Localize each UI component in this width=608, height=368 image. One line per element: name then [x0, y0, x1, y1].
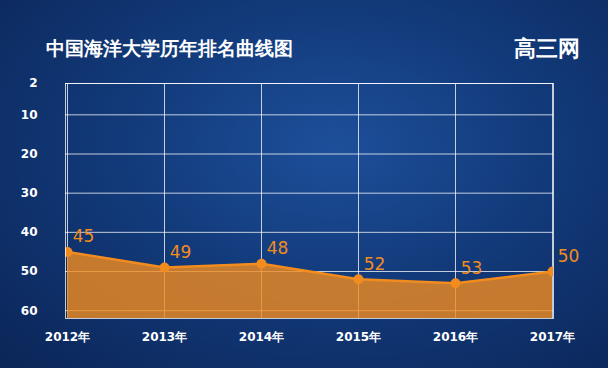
svg-text:2016年: 2016年	[433, 330, 478, 344]
svg-text:2014年: 2014年	[239, 330, 284, 344]
svg-text:53: 53	[461, 258, 483, 278]
svg-text:50: 50	[558, 246, 580, 266]
svg-text:2013年: 2013年	[142, 330, 187, 344]
svg-text:20: 20	[21, 147, 38, 161]
svg-text:2012年: 2012年	[45, 330, 90, 344]
svg-text:10: 10	[21, 108, 38, 122]
svg-text:40: 40	[21, 225, 38, 239]
svg-text:52: 52	[364, 254, 386, 274]
html-text:高三网: 高三网	[514, 36, 580, 61]
svg-text:2015年: 2015年	[336, 330, 381, 344]
svg-text:50: 50	[21, 264, 38, 278]
svg-text:2017年: 2017年	[530, 330, 575, 344]
svg-text:45: 45	[73, 226, 95, 246]
html-text:中国海洋大学历年排名曲线图: 中国海洋大学历年排名曲线图	[46, 37, 293, 59]
svg-text:2: 2	[29, 76, 37, 90]
svg-text:60: 60	[21, 304, 38, 318]
svg-text:49: 49	[170, 242, 192, 262]
svg-text:30: 30	[21, 186, 38, 200]
svg-text:48: 48	[267, 238, 289, 258]
